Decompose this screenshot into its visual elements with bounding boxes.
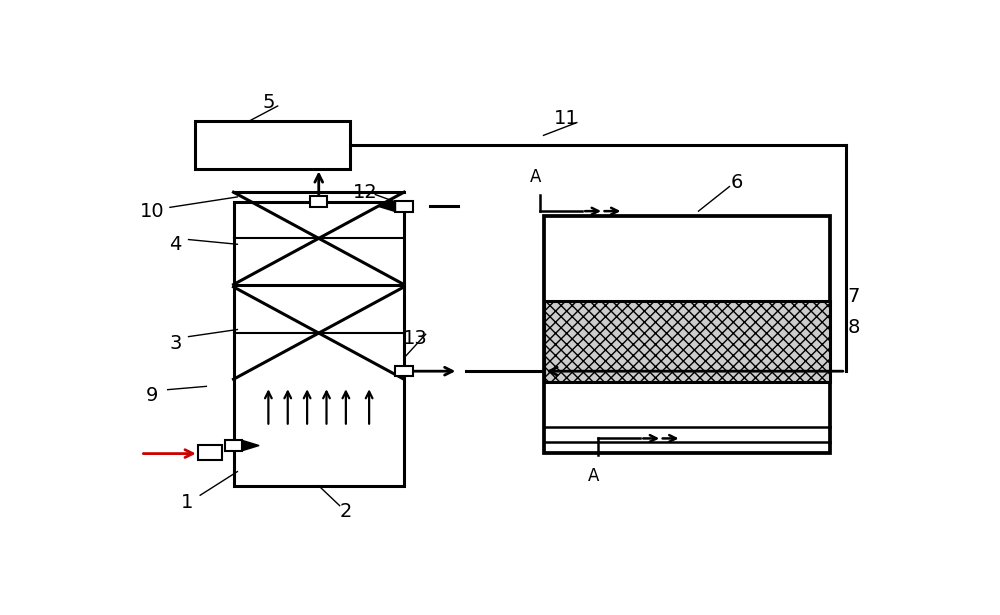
Bar bbox=[395, 201, 413, 212]
Text: 3: 3 bbox=[169, 334, 182, 353]
Text: 8: 8 bbox=[847, 318, 860, 336]
Text: 1: 1 bbox=[181, 493, 193, 512]
Text: 4: 4 bbox=[169, 235, 182, 254]
Polygon shape bbox=[242, 440, 259, 451]
Bar bbox=[544, 301, 830, 381]
Bar bbox=[310, 196, 327, 207]
Bar bbox=[234, 202, 404, 486]
Bar bbox=[544, 216, 830, 453]
Text: 13: 13 bbox=[403, 330, 428, 349]
Text: 2: 2 bbox=[340, 502, 352, 522]
Bar bbox=[225, 440, 242, 451]
Text: 12: 12 bbox=[353, 183, 378, 202]
Text: A: A bbox=[530, 168, 541, 186]
Text: 9: 9 bbox=[146, 386, 158, 405]
Polygon shape bbox=[378, 201, 395, 212]
Bar bbox=[195, 121, 350, 169]
Text: 10: 10 bbox=[140, 202, 164, 221]
Text: 11: 11 bbox=[554, 109, 579, 129]
Text: A: A bbox=[588, 467, 600, 485]
Text: 7: 7 bbox=[847, 287, 860, 306]
Text: 6: 6 bbox=[731, 173, 743, 192]
Bar bbox=[395, 366, 413, 376]
Text: 5: 5 bbox=[262, 93, 275, 112]
Bar bbox=[198, 445, 222, 460]
